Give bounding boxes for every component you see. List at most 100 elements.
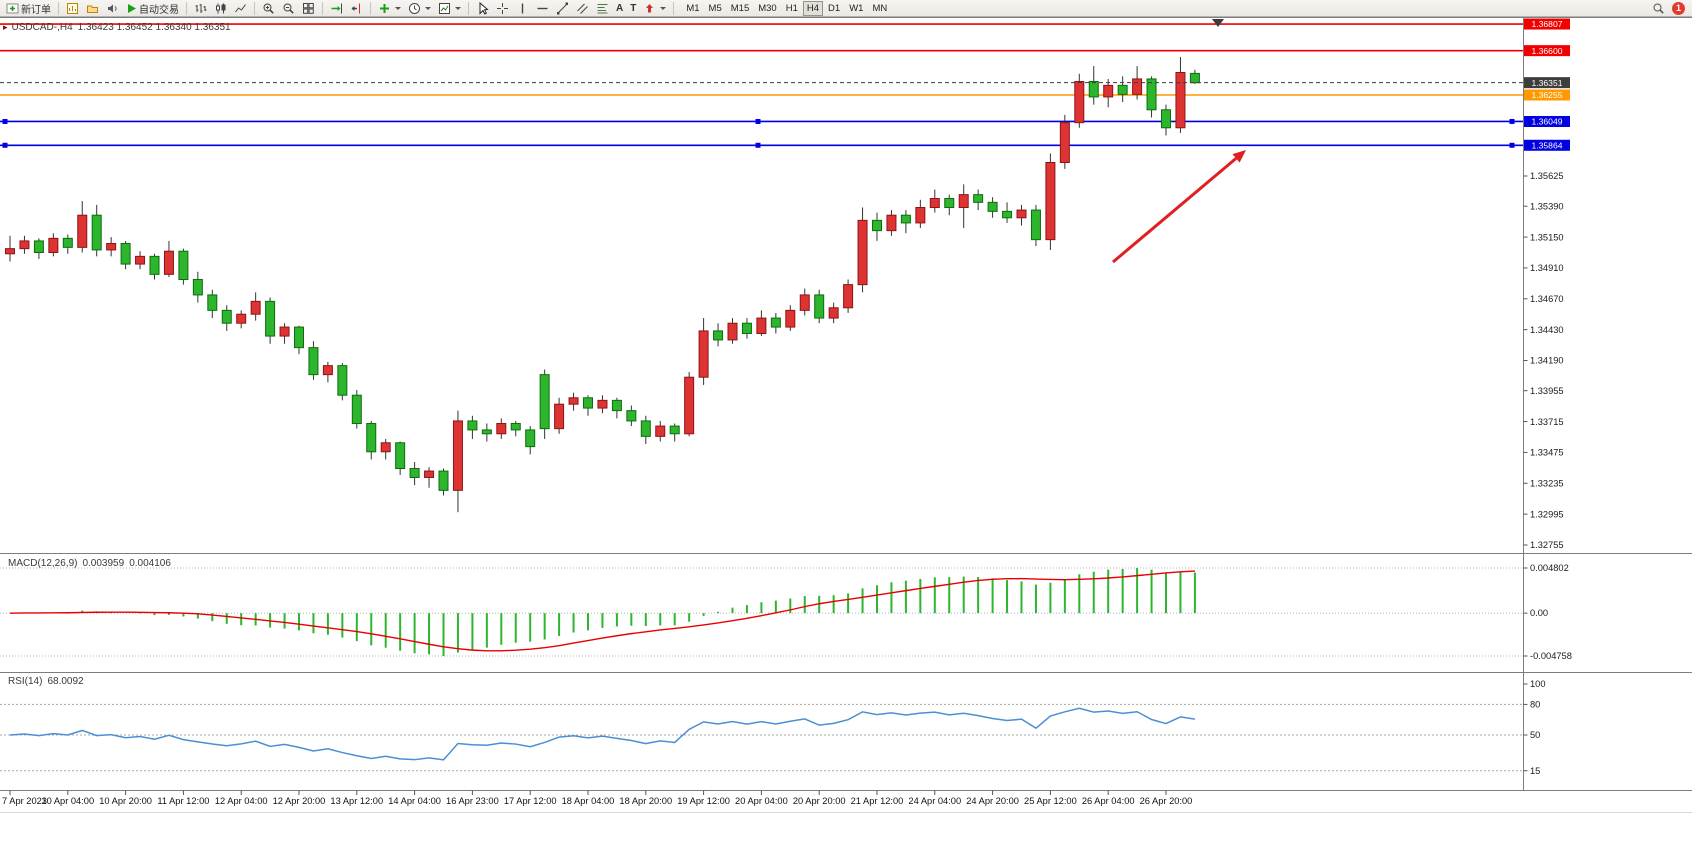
sounds-button[interactable] [103,0,122,17]
auto-trading-label: 自动交易 [139,4,179,16]
profiles-button[interactable] [83,0,102,17]
time-axis-label: 26 Apr 04:00 [1082,796,1135,806]
timeframe-button-h1[interactable]: H1 [782,1,802,16]
timeframe-button-m5[interactable]: M5 [705,1,726,16]
candle-body [1117,84,1128,95]
price-scale-label: 1.32755 [1530,540,1564,550]
time-axis-label: 20 Apr 20:00 [793,796,846,806]
rsi-scale-label: 15 [1530,766,1540,776]
line-selection-handle[interactable] [755,142,761,148]
candle-body [814,294,825,319]
candlestick-icon [214,2,227,15]
price-line-label: 1.36807 [1531,19,1562,29]
line-chart-button[interactable] [231,0,250,17]
time-axis-label: 17 Apr 12:00 [504,796,557,806]
templates-button[interactable] [435,0,464,17]
candle-body [785,309,796,328]
zoom-in-button[interactable] [259,0,278,17]
macd-scale-label: 0.00 [1530,608,1548,618]
chart-shift-button[interactable] [347,0,366,17]
candle-body [250,300,261,315]
cursor-button[interactable] [473,0,492,17]
price-line-label-box [1524,139,1570,151]
fibonacci-button[interactable] [593,0,612,17]
crosshair-button[interactable] [493,0,512,17]
candle-body [207,294,218,311]
price-line-label: 1.36049 [1531,117,1562,127]
line-selection-handle[interactable] [1509,118,1515,124]
toolbar-separator [370,1,371,15]
candle-body [380,442,391,453]
candle-body [19,240,30,250]
timeframe-button-m30[interactable]: M30 [754,1,780,16]
bar-chart-button[interactable] [191,0,210,17]
notification-badge[interactable]: 1 [1672,1,1685,15]
auto-scroll-icon [330,2,343,15]
trend-arrow[interactable] [1112,157,1238,264]
one-click-trading-toggle[interactable]: ▸ [3,22,8,32]
rsi-name: RSI(14) [8,676,43,687]
candle-body [452,420,463,491]
periods-button[interactable] [405,0,434,17]
candle-body [1175,72,1186,129]
price-scale-label: 1.33475 [1530,448,1564,458]
candlestick-chart-button[interactable] [211,0,230,17]
candle-body [583,397,593,409]
price-scale-label: 1.33235 [1530,478,1564,488]
chevron-down-icon [395,6,401,10]
time-axis-label: 13 Apr 12:00 [330,796,383,806]
trendline-button[interactable] [553,0,572,17]
chevron-down-icon [660,6,667,10]
chart-shift-marker[interactable] [1212,19,1224,27]
candle-body [1161,109,1171,129]
chevron-down-icon [425,6,431,10]
candle-body [611,399,622,412]
timeframe-button-mn[interactable]: MN [868,1,891,16]
arrows-button[interactable] [640,0,669,17]
chart-ohlc: 1.36423 1.36452 1.36340 1.36351 [77,22,231,33]
timeframe-button-m1[interactable]: M1 [682,1,703,16]
trend-arrow-head[interactable] [1232,150,1246,163]
timeframe-button-d1[interactable]: D1 [824,1,844,16]
time-axis-label: 24 Apr 04:00 [908,796,961,806]
auto-trading-button[interactable]: 自动交易 [123,0,182,17]
rsi-line [9,707,1196,761]
new-chart-button[interactable] [63,0,82,17]
vertical-line-button[interactable] [513,0,532,17]
template-icon [438,2,451,15]
indicators-button[interactable] [375,0,404,17]
line-selection-handle[interactable] [2,118,8,124]
price-scale-label: 1.33715 [1530,417,1564,427]
price-scale-label: 1.35390 [1530,201,1564,211]
line-selection-handle[interactable] [1509,142,1515,148]
tile-windows-button[interactable] [299,0,318,17]
auto-scroll-button[interactable] [327,0,346,17]
macd-value-main: 0.003959 [82,558,125,569]
candle-body [467,420,478,431]
price-scale-label: 1.34670 [1530,294,1564,304]
channel-icon [576,2,589,15]
candle-body [5,248,15,255]
channel-button[interactable] [573,0,592,17]
horizontal-line-button[interactable] [533,0,552,17]
candle-body [727,322,738,341]
new-order-button[interactable]: 新订单 [3,0,54,17]
indicators-icon [378,2,391,15]
line-selection-handle[interactable] [2,142,8,148]
candle-body [799,294,810,311]
time-axis-label: 11 Apr 12:00 [157,796,209,806]
time-axis-label: 24 Apr 20:00 [966,796,1019,806]
play-icon [126,2,137,15]
label-button[interactable]: T [627,0,639,17]
timeframe-button-w1[interactable]: W1 [845,1,867,16]
search-button[interactable] [1649,0,1668,17]
timeframe-button-h4[interactable]: H4 [802,0,824,16]
text-button[interactable]: A [613,0,626,17]
candle-body [713,330,724,341]
toolbar-separator [468,1,469,15]
crosshair-icon [496,2,509,15]
line-selection-handle[interactable] [755,118,761,124]
timeframe-button-m15[interactable]: M15 [727,1,753,16]
zoom-out-button[interactable] [279,0,298,17]
